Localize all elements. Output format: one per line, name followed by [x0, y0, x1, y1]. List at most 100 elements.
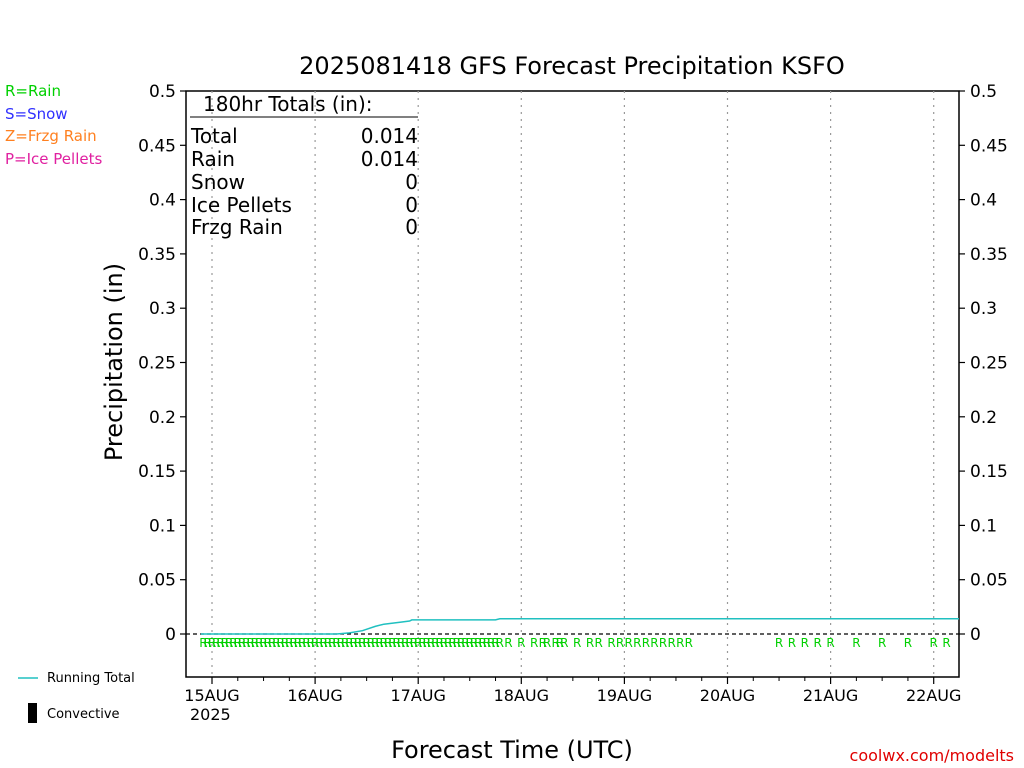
y-tick-label: 0.4 [149, 191, 176, 211]
convective-legend-label: Convective [47, 707, 120, 722]
rain-marker: R [904, 636, 912, 650]
grid-lines [211, 91, 935, 677]
rain-marker: R [388, 636, 396, 650]
rain-marker: R [234, 636, 242, 650]
rain-marker: R [414, 636, 422, 650]
rain-marker: R [251, 636, 259, 650]
rain-marker: R [272, 636, 280, 650]
y-tick-label: 0.35 [138, 245, 176, 265]
rain-marker: R [277, 636, 285, 650]
totals-row-value: 0.014 [361, 124, 418, 148]
rain-marker: R [255, 636, 263, 650]
totals-row-value: 0 [405, 215, 418, 239]
rain-marker: R [401, 636, 409, 650]
rain-marker: R [246, 636, 254, 650]
totals-box: 180hr Totals (in): Total 0.014 Rain 0.01… [190, 92, 418, 239]
rain-marker: R [242, 636, 250, 650]
totals-row-label: Ice Pellets [191, 193, 292, 217]
totals-header: 180hr Totals (in): [203, 92, 373, 116]
rain-marker: R [625, 636, 633, 650]
running-total-line [200, 618, 959, 635]
legend-rain: R=Rain [5, 82, 61, 100]
rain-marker: R [324, 636, 332, 650]
convective-swatch [28, 703, 37, 723]
y-tick-label-right: 0.45 [970, 136, 1008, 156]
rain-marker: R [350, 636, 358, 650]
rain-marker: R [259, 636, 267, 650]
rain-marker: R [461, 636, 469, 650]
rain-marker: R [384, 636, 392, 650]
rain-marker: R [551, 636, 559, 650]
rain-marker: R [410, 636, 418, 650]
rain-marker: R [354, 636, 362, 650]
totals-row-label: Snow [191, 170, 245, 194]
rain-marker: R [397, 636, 405, 650]
rain-marker: R [659, 636, 667, 650]
rain-marker: R [225, 636, 233, 650]
rain-marker: R [826, 636, 834, 650]
x-tick-label: 19AUG [597, 686, 652, 705]
totals-row-value: 0 [405, 193, 418, 217]
rain-marker: R [380, 636, 388, 650]
rain-marker: R [229, 636, 237, 650]
rain-marker: R [423, 636, 431, 650]
rain-marker: R [367, 636, 375, 650]
ptype-legend: R=Rain S=Snow Z=Frzg Rain P=Ice Pellets [5, 82, 102, 168]
rain-marker: R [341, 636, 349, 650]
rain-marker: R [315, 636, 323, 650]
rain-marker: R [466, 636, 474, 650]
rain-marker: R [332, 636, 340, 650]
rain-marker: R [238, 636, 246, 650]
rain-marker: R [431, 636, 439, 650]
rain-marker: R [556, 636, 564, 650]
rain-marker: R [311, 636, 319, 650]
rain-marker: R [444, 636, 452, 650]
rain-marker: R [474, 636, 482, 650]
y-tick-label-right: 0.5 [970, 82, 997, 102]
rain-marker: R [298, 636, 306, 650]
rain-marker: R [483, 636, 491, 650]
rain-marker: R [294, 636, 302, 650]
x-axis: 15AUG 16AUG 17AUG 18AUG 19AUG 20AUG 21AUG 22AUG [184, 677, 961, 705]
rain-marker: R [543, 636, 551, 650]
x-axis-label: Forecast Time (UTC) [391, 736, 633, 764]
y-tick-label: 0.2 [149, 408, 176, 428]
rain-marker: R [427, 636, 435, 650]
rain-marker: R [539, 636, 547, 650]
source-credit: coolwx.com/modelts [850, 746, 1014, 765]
legend-frzg-rain: Z=Frzg Rain [5, 127, 97, 145]
rain-marker: R [814, 636, 822, 650]
rain-marker: R [560, 636, 568, 650]
bottom-legend: Running Total Convective [18, 671, 135, 723]
y-tick-label-right: 0.2 [970, 408, 997, 428]
rain-marker: R [371, 636, 379, 650]
rain-marker: R [358, 636, 366, 650]
totals-row-value: 0 [405, 170, 418, 194]
rain-marker: R [496, 636, 504, 650]
rain-marker: R [478, 636, 486, 650]
ptype-markers: RRRRRRRRRRRRRRRRRRRRRRRRRRRRRRRRRRRRRRRR… [199, 636, 951, 650]
rain-marker: R [642, 636, 650, 650]
y-axis-right: 0 0.05 0.1 0.15 0.2 0.25 0.3 0.35 0.4 0.45 0.5 [959, 82, 1008, 645]
rain-marker: R [208, 636, 216, 650]
y-tick-label-right: 0.05 [970, 571, 1008, 591]
rain-marker: R [362, 636, 370, 650]
rain-marker: R [302, 636, 310, 650]
rain-marker: R [573, 636, 581, 650]
rain-marker: R [289, 636, 297, 650]
rain-marker: R [375, 636, 383, 650]
y-tick-label: 0.05 [138, 571, 176, 591]
y-tick-label-right: 0.1 [970, 516, 997, 536]
rain-marker: R [487, 636, 495, 650]
rain-marker: R [216, 636, 224, 650]
rain-marker: R [801, 636, 809, 650]
y-tick-label: 0.45 [138, 136, 176, 156]
y-axis-label: Precipitation (in) [100, 263, 128, 461]
rain-marker: R [281, 636, 289, 650]
y-tick-label-right: 0.3 [970, 299, 997, 319]
rain-marker: R [930, 636, 938, 650]
y-axis-left: 0 0.05 0.1 0.15 0.2 0.25 0.3 0.35 0.4 0.45 0.5 [138, 82, 186, 645]
y-tick-label: 0.3 [149, 299, 176, 319]
rain-marker: R [264, 636, 272, 650]
